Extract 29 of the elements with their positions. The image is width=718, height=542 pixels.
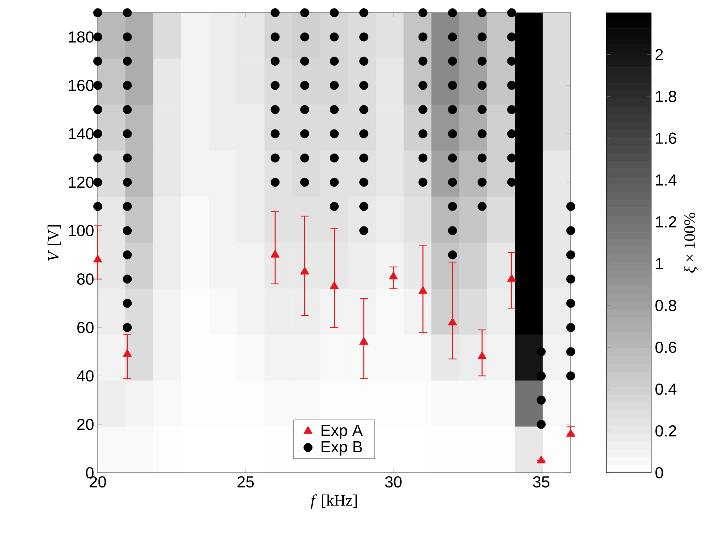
color-bar-label: 0.6 [656, 342, 676, 354]
color-bar-label: 1.2 [656, 216, 676, 228]
legend-label: Exp B [322, 442, 362, 456]
x-axis-title: f [kHz] [310, 494, 358, 510]
y-tick-label: 180 [69, 32, 94, 43]
color-bar-label: 0.8 [656, 300, 676, 312]
y-axis-title: V [V] [48, 225, 62, 261]
y-tick-label: 160 [69, 80, 94, 92]
y-tick-label: 120 [69, 176, 94, 188]
legend-label: Exp A [322, 425, 364, 440]
color-bar-label: 0 [656, 467, 664, 479]
y-tick-label: 100 [69, 225, 94, 237]
color-bar-label: 1.4 [656, 174, 677, 186]
x-tick-label: 25 [238, 476, 254, 488]
x-tick-label: 20 [90, 476, 106, 488]
y-tick-label: 40 [77, 370, 94, 382]
y-tick-label: 60 [78, 322, 94, 334]
color-bar-label: 1 [656, 258, 664, 270]
y-tick-label: 140 [69, 128, 94, 140]
y-tick-label: 20 [78, 418, 94, 430]
color-bar-title: ξ × 100% [684, 213, 698, 273]
y-tick-label: 80 [77, 274, 94, 285]
x-tick-label: 35 [533, 476, 550, 488]
color-bar-label: 0.4 [656, 384, 677, 395]
color-bar-label: 1.6 [656, 132, 676, 144]
color-bar-label: 0.2 [656, 426, 676, 437]
color-bar-label: 2 [656, 49, 664, 60]
x-tick-label: 30 [385, 476, 402, 488]
color-bar-label: 1.8 [656, 90, 676, 102]
